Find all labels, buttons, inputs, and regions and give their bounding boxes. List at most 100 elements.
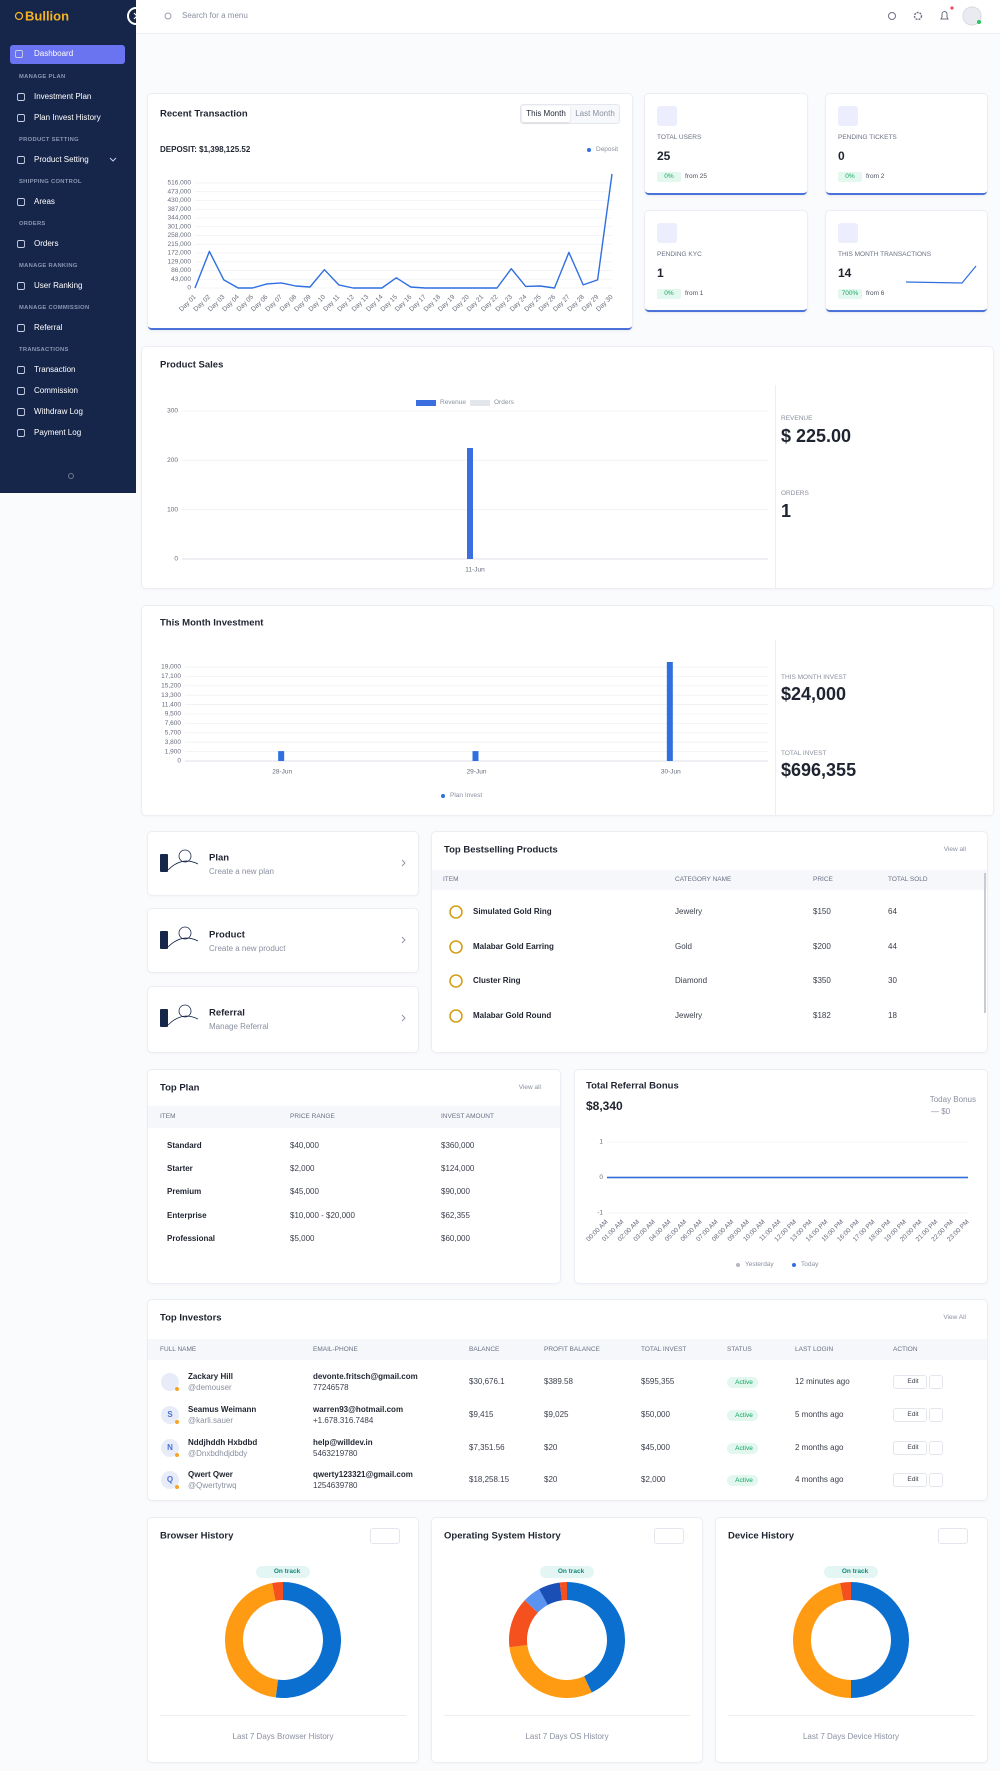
edit-button[interactable]	[893, 1408, 927, 1422]
top-plan-card	[148, 1070, 560, 1283]
online-dot	[977, 20, 981, 24]
donut-slice	[524, 1589, 548, 1613]
investor-handle: @karli.sauer	[188, 1416, 234, 1425]
nav-item[interactable]: Commission	[34, 386, 79, 395]
quick-action-card[interactable]	[148, 987, 418, 1052]
table-cell: $40,000	[290, 1141, 319, 1150]
calendar-button[interactable]	[938, 1528, 968, 1544]
nav-item[interactable]: Withdraw Log	[34, 407, 83, 416]
action-title[interactable]: Plan	[209, 852, 230, 864]
nav-item[interactable]: User Ranking	[34, 281, 83, 290]
action-title[interactable]: Product	[209, 929, 245, 941]
y-tick-label: 344,000	[168, 215, 192, 222]
column-header: LAST LOGIN	[795, 1345, 834, 1353]
calendar-button[interactable]	[370, 1528, 400, 1544]
top-bar	[136, 0, 1000, 34]
action-dropdown[interactable]	[929, 1473, 943, 1487]
sidebar-settings[interactable]	[68, 473, 74, 479]
user-avatar[interactable]	[962, 6, 982, 26]
y-tick-label: 300	[167, 408, 178, 415]
top-investors-card	[148, 1300, 987, 1500]
table-cell: 44	[888, 942, 897, 951]
nav-item[interactable]: Payment Log	[34, 428, 82, 437]
y-tick-label: 7,600	[165, 720, 182, 727]
table-cell: $150	[813, 907, 831, 916]
column-header: PRICE	[813, 875, 833, 883]
y-tick-label: 215,000	[168, 241, 192, 248]
nav-item[interactable]: Orders	[34, 239, 59, 248]
table-cell: Cluster Ring	[473, 976, 521, 985]
total-invest: $595,355	[641, 1377, 675, 1386]
nav-item[interactable]: Product Setting	[34, 155, 89, 164]
nav-item[interactable]: Investment Plan	[34, 92, 92, 101]
stat-change: 700%	[841, 289, 859, 297]
column-header: BALANCE	[469, 1345, 500, 1353]
edit-button[interactable]	[893, 1441, 927, 1455]
table-cell: $182	[813, 1011, 831, 1020]
action-dropdown[interactable]	[929, 1375, 943, 1389]
stat-label: PENDING KYC	[657, 250, 702, 258]
edit-button[interactable]	[893, 1473, 927, 1487]
bonus-amount: $8,340	[586, 1099, 623, 1113]
column-header: TOTAL SOLD	[888, 875, 928, 883]
action-illustration	[178, 1004, 192, 1018]
nav-item[interactable]: Plan Invest History	[34, 113, 101, 122]
quick-action-card[interactable]	[148, 909, 418, 972]
toggle-icon	[133, 12, 138, 20]
action-title[interactable]: Referral	[209, 1007, 245, 1019]
settings-icon[interactable]	[913, 11, 923, 21]
nav-icon	[17, 366, 25, 374]
action-subtitle: Create a new plan	[209, 867, 274, 876]
history-card	[716, 1518, 987, 1762]
recent-transaction-card	[148, 94, 632, 330]
profit-balance: $389.58	[544, 1377, 573, 1386]
brand-logo	[14, 11, 24, 21]
tab-active[interactable]	[522, 106, 570, 122]
total-invest: $2,000	[641, 1475, 666, 1484]
edit-action[interactable]: Edit	[907, 1410, 919, 1418]
view-all-link[interactable]: View all	[943, 845, 966, 853]
stat-icon	[657, 223, 677, 243]
avatar	[161, 1406, 179, 1424]
calendar-button[interactable]	[654, 1528, 684, 1544]
active-nav-pill[interactable]	[10, 45, 125, 64]
donut-slice	[509, 1645, 592, 1698]
quick-action-card[interactable]	[148, 832, 418, 895]
card-title: Recent Transaction	[160, 108, 248, 120]
nav-item[interactable]: Transaction	[34, 365, 76, 374]
view-all-link[interactable]: View all	[518, 1083, 541, 1091]
table-cell: $360,000	[441, 1141, 475, 1150]
action-illustration	[160, 931, 168, 949]
nav-icon	[17, 282, 25, 290]
footer-divider	[728, 1715, 974, 1716]
action-dropdown[interactable]	[929, 1441, 943, 1455]
nav-item[interactable]: Dashboard	[34, 49, 74, 58]
table-cell: Simulated Gold Ring	[473, 907, 552, 916]
y-tick-label: 200	[167, 457, 178, 464]
chevron	[401, 936, 406, 944]
tab[interactable]: This Month	[526, 109, 566, 118]
legend-swatch	[470, 400, 490, 406]
nav-item[interactable]: Areas	[34, 197, 55, 206]
search-placeholder[interactable]: Search for a menu	[182, 11, 248, 20]
edit-action[interactable]: Edit	[907, 1377, 919, 1385]
nav-icon	[15, 50, 23, 58]
tab[interactable]: Last Month	[575, 109, 615, 118]
bell-icon[interactable]	[940, 11, 949, 20]
table-cell: $5,000	[290, 1234, 315, 1243]
edit-button[interactable]	[893, 1375, 927, 1389]
x-tick-label: 30-Jun	[661, 769, 681, 776]
nav-item[interactable]: Referral	[34, 323, 63, 332]
profit-balance: $20	[544, 1475, 558, 1484]
status: Active	[735, 1476, 753, 1484]
balance: $9,415	[469, 1410, 494, 1419]
edit-action[interactable]: Edit	[907, 1443, 919, 1451]
investor-email: help@willdev.in	[313, 1438, 373, 1447]
stat-label: TOTAL USERS	[657, 133, 702, 141]
view-all-link[interactable]: View All	[943, 1313, 966, 1321]
edit-action[interactable]: Edit	[907, 1475, 919, 1483]
action-dropdown[interactable]	[929, 1408, 943, 1422]
investor-name: Nddjhddh Hxbdbd	[188, 1438, 258, 1447]
last-login: 12 minutes ago	[795, 1377, 850, 1386]
y-tick-label: 17,100	[161, 673, 181, 680]
